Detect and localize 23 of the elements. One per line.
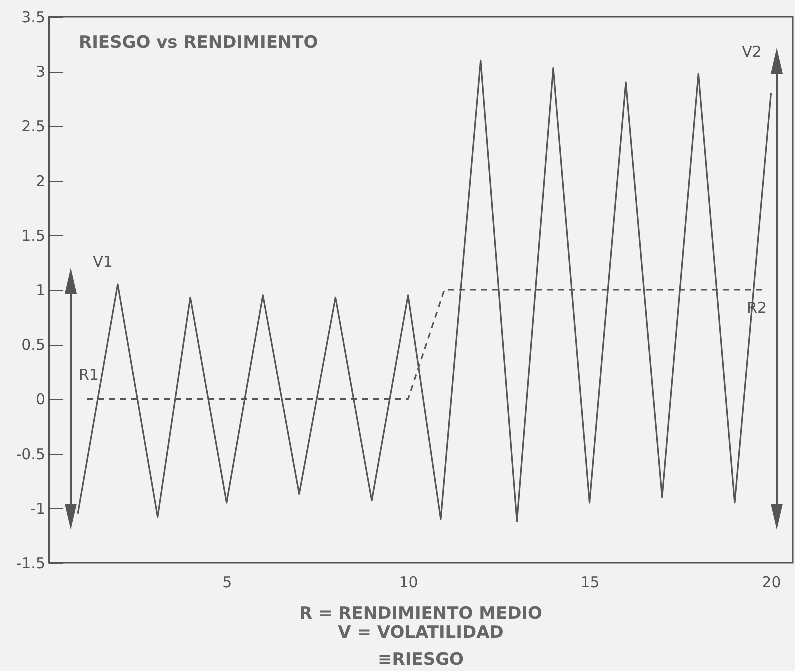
y-tick-label: 0 (36, 390, 46, 409)
y-tick-label: 1.5 (22, 226, 46, 245)
text: V = VOLATILIDAD (338, 623, 504, 643)
y-tick-label: 1 (36, 282, 46, 300)
x-tick-label: 5 (222, 574, 232, 592)
text: ≡RIESGO (378, 650, 464, 670)
x-tick-label: 20 (762, 574, 782, 592)
y-tick-label: -1.5 (16, 554, 46, 572)
text: RIESGO vs RENDIMIENTO (79, 33, 318, 53)
y-tick-label: 2 (36, 172, 46, 190)
annotation: V2 (742, 43, 762, 61)
y-tick-label: 2.5 (22, 118, 46, 136)
x-tick-label: 10 (399, 574, 418, 592)
line-series (77, 60, 772, 522)
y-tick-label: 0.5 (22, 336, 46, 354)
text: R = RENDIMIENTO MEDIO (299, 604, 543, 624)
y-tick-label: -0.5 (16, 445, 46, 464)
y-tick-label: 3 (36, 63, 46, 82)
y-tick-label: 3.5 (22, 8, 46, 26)
annotation: R1 (79, 366, 99, 384)
annotation: V1 (93, 253, 113, 271)
x-tick-label: 15 (580, 574, 600, 592)
y-tick-label: -1 (30, 500, 46, 518)
